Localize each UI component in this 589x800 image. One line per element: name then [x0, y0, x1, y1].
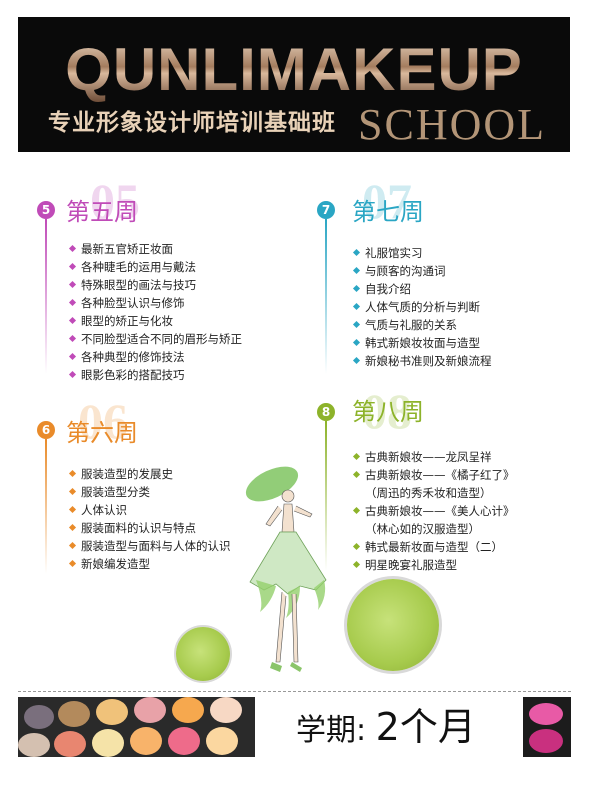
week-5-title: 第五周 — [66, 198, 138, 226]
diamond-bullet-icon — [68, 541, 77, 550]
diamond-bullet-icon — [352, 302, 361, 311]
list-item: 各种睫毛的运用与戴法 — [68, 258, 242, 276]
week-7-bignum: 07 — [362, 173, 412, 229]
week-5-bignum: 05 — [90, 173, 140, 229]
week-5-line — [45, 219, 47, 374]
eyeshadow-palette-image — [18, 697, 255, 757]
green-powder-compact-large — [347, 579, 439, 671]
list-item: 气质与礼服的关系 — [352, 316, 492, 334]
diamond-bullet-icon — [68, 505, 77, 514]
diamond-bullet-icon — [352, 356, 361, 365]
list-item: 服装造型分类 — [68, 483, 231, 501]
list-item: 古典新娘妆——龙凤呈祥 — [352, 448, 515, 466]
diamond-bullet-icon — [352, 248, 361, 257]
diamond-bullet-icon — [68, 244, 77, 253]
week-6-list: 服装造型的发展史 服装造型分类 人体认识 服装面料的认识与特点 服装造型与面料与… — [68, 465, 231, 573]
diamond-bullet-icon — [352, 284, 361, 293]
week-5-badge: 5 — [37, 201, 55, 219]
week-7-title: 第七周 — [352, 198, 424, 226]
list-item-continuation: （林心如的汉服造型） — [365, 522, 480, 536]
list-item: 服装面料的认识与特点 — [68, 519, 231, 537]
diamond-bullet-icon — [352, 338, 361, 347]
course-duration: 学期: 2个月 — [296, 707, 476, 751]
diamond-bullet-icon — [68, 316, 77, 325]
diamond-bullet-icon — [68, 334, 77, 343]
pink-palette-image — [523, 697, 571, 757]
list-item: 古典新娘妆——《橘子红了》 — [352, 466, 515, 484]
green-powder-compact-small — [176, 627, 230, 681]
diamond-bullet-icon — [68, 280, 77, 289]
list-item: 各种典型的修饰技法 — [68, 348, 242, 366]
header-banner: QUNLIMAKEUP 专业形象设计师培训基础班 SCHOOL — [18, 17, 570, 152]
diamond-bullet-icon — [68, 352, 77, 361]
list-item: 礼服馆实习 — [352, 244, 492, 262]
list-item: 各种脸型认识与修饰 — [68, 294, 242, 312]
list-item: 新娘秘书准则及新娘流程 — [352, 352, 492, 370]
list-item: 与顾客的沟通词 — [352, 262, 492, 280]
list-item: 自我介绍 — [352, 280, 492, 298]
list-item: 服装造型的发展史 — [68, 465, 231, 483]
diamond-bullet-icon — [68, 487, 77, 496]
brand-title: QUNLIMAKEUP — [18, 37, 570, 103]
diamond-bullet-icon — [68, 370, 77, 379]
list-item: 韩式新娘妆妆面与造型 — [352, 334, 492, 352]
list-item: 韩式最新妆面与造型（二） — [352, 538, 515, 556]
list-item: 人体认识 — [68, 501, 231, 519]
week-8-title: 第八周 — [352, 398, 424, 426]
diamond-bullet-icon — [352, 542, 361, 551]
week-8-list: 古典新娘妆——龙凤呈祥 古典新娘妆——《橘子红了》 （周迅的秀禾妆和造型） 古典… — [352, 448, 515, 574]
list-item: 人体气质的分析与判断 — [352, 298, 492, 316]
footer-divider — [18, 691, 571, 692]
week-8-bignum: 08 — [362, 383, 412, 439]
fashion-model-illustration — [245, 466, 327, 672]
diamond-bullet-icon — [68, 262, 77, 271]
list-item: 不同脸型适合不同的眉形与矫正 — [68, 330, 242, 348]
week-7-line — [325, 219, 327, 374]
list-item: 古典新娘妆——《美人心计》 — [352, 502, 515, 520]
list-item: 新娘编发造型 — [68, 555, 231, 573]
week-5-list: 最新五官矫正妆面 各种睫毛的运用与戴法 特殊眼型的画法与技巧 各种脸型认识与修饰… — [68, 240, 242, 384]
diamond-bullet-icon — [68, 559, 77, 568]
list-item: 最新五官矫正妆面 — [68, 240, 242, 258]
diamond-bullet-icon — [352, 560, 361, 569]
diamond-bullet-icon — [68, 523, 77, 532]
diamond-bullet-icon — [68, 298, 77, 307]
diamond-bullet-icon — [352, 320, 361, 329]
course-subtitle: 专业形象设计师培训基础班 — [48, 110, 336, 136]
term-label: 学期: — [296, 713, 367, 748]
diamond-bullet-icon — [352, 266, 361, 275]
week-6-line — [45, 439, 47, 574]
week-8-line — [325, 421, 327, 571]
diamond-bullet-icon — [68, 469, 77, 478]
list-item: 明星晚宴礼服造型 — [352, 556, 515, 574]
term-value: 2个月 — [375, 705, 476, 749]
week-6-badge: 6 — [37, 421, 55, 439]
week-6-bignum: 06 — [78, 393, 128, 449]
diamond-bullet-icon — [352, 452, 361, 461]
list-item: 服装造型与面料与人体的认识 — [68, 537, 231, 555]
diamond-bullet-icon — [352, 506, 361, 515]
week-7-badge: 7 — [317, 201, 335, 219]
week-8-badge: 8 — [317, 403, 335, 421]
week-7-list: 礼服馆实习 与顾客的沟通词 自我介绍 人体气质的分析与判断 气质与礼服的关系 韩… — [352, 244, 492, 370]
week-6-title: 第六周 — [66, 419, 138, 447]
list-item: 眼型的矫正与化妆 — [68, 312, 242, 330]
list-item-continuation: （周迅的秀禾妆和造型） — [365, 486, 492, 500]
list-item: 眼影色彩的搭配技巧 — [68, 366, 242, 384]
diamond-bullet-icon — [352, 470, 361, 479]
list-item: 特殊眼型的画法与技巧 — [68, 276, 242, 294]
school-word: SCHOOL — [358, 100, 547, 149]
